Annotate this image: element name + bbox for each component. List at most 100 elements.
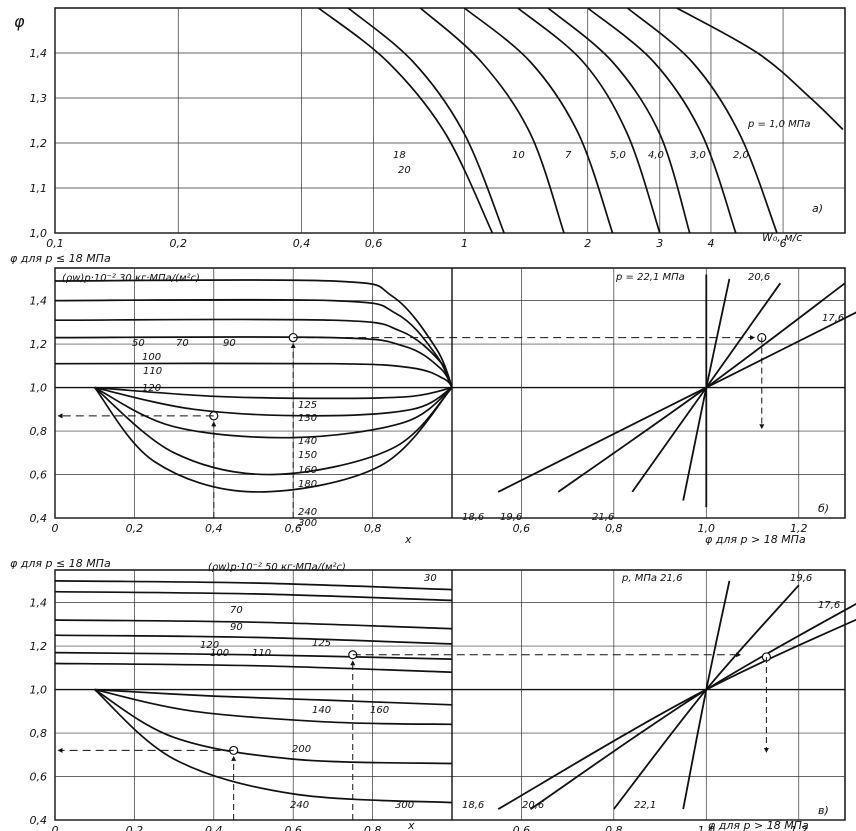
panel-b-pressure-label-22-1: p = 22,1 МПа — [615, 272, 685, 283]
panel-b-pressure-label-20-6: 20,6 — [748, 272, 770, 283]
panel-c-title: (ρw)p·10⁻² 50 кг·МПа/(м²с) — [208, 562, 346, 573]
panel-c-x-tick-label-right: 1,0 — [698, 824, 716, 831]
panel-c-y-tick-label: 1,0 — [30, 684, 48, 697]
panel-c-left-series-110 — [54, 662, 453, 674]
panel-c-flux-label-90: 90 — [230, 622, 243, 633]
panel-c-y-tick-label: 0,4 — [30, 814, 48, 827]
panel-c-x-tick-label-right: 1,2 — [790, 824, 808, 831]
panel-a-x-tick-label: 4 — [707, 237, 714, 250]
panel-c-flux-label-300: 300 — [395, 800, 414, 811]
panel-b-flux-label-150: 150 — [298, 450, 317, 461]
panel-c-y-tick-label: 0,6 — [30, 771, 48, 784]
panel-a-curve-label-20: 20 — [398, 165, 411, 176]
panel-b-left-series-300 — [94, 387, 453, 493]
panel-c-left-series-50 — [54, 580, 453, 591]
panel-a-x-tick-label: 2 — [584, 237, 591, 250]
panel-b-pressure-label-17-6: 17,6 — [822, 313, 844, 324]
panel-c-left-series-30 — [54, 590, 453, 602]
panel-c-left-series-140 — [94, 688, 453, 726]
panel-a-x-tick-label: 3 — [656, 237, 663, 250]
panel-a-y-axis-label: φ — [14, 12, 25, 31]
panel-b-flux-label-70: 70 — [176, 338, 189, 349]
panel-a-series-7 — [463, 7, 614, 234]
panel-b-flux-label-50: 50 — [132, 338, 145, 349]
panel-c-y-tick-label: 0,8 — [30, 727, 48, 740]
panel-c-x-axis-label: x — [407, 819, 415, 831]
panel-b-flux-label-125: 125 — [298, 400, 317, 411]
panel-a-curve-label-3-0: 3,0 — [690, 150, 706, 161]
panel-a: 0,1 0,2 0,4 0,6 1 2 3 4 6 1,0 1,1 1,2 1,3 1,4 φ W₀, м… — [14, 7, 846, 250]
panel-b-panel-label: б) — [818, 502, 829, 515]
panel-a-x-tick-label: 0,4 — [293, 237, 311, 250]
panel-a-series-10 — [419, 7, 565, 234]
panel-b-y-tick-label: 1,0 — [30, 382, 48, 395]
panel-c-flux-label-160: 160 — [370, 705, 389, 716]
panel-b-y-tick-label: 0,8 — [30, 425, 48, 438]
panel-a-pressure-label: p = 1,0 МПа — [747, 119, 810, 130]
panel-b-y-tick-label: 1,4 — [30, 295, 48, 308]
panel-a-y-tick-label: 1,3 — [30, 92, 48, 105]
panel-a-series-18 — [347, 7, 505, 234]
panel-b-flux-label-100: 100 — [142, 352, 161, 363]
panel-b-flux-label-120: 120 — [142, 383, 161, 394]
panel-b-y-tick-label: 0,6 — [30, 469, 48, 482]
panel-b-flux-label-110: 110 — [143, 366, 162, 377]
panel-c-left-series-90 — [54, 634, 453, 645]
panel-b-x-tick-label-left: 0,4 — [205, 522, 223, 535]
panel-a-x-tick-label: 6 — [780, 237, 787, 250]
panel-c-grid: 0,4 0,6 0,8 1,0 1,2 1,4 0 0,2 0,4 0,6 0,8 0,6 0,8 1,0… — [30, 570, 845, 831]
panel-c-x-tick-label-left: 0,2 — [126, 824, 144, 831]
panel-c-pressure-label-17-6: 17,6 — [818, 600, 840, 611]
panel-a-series-20 — [317, 7, 494, 234]
panel-b-left-series-160 — [94, 386, 453, 439]
panel-b-x-tick-label-right: 0,6 — [513, 522, 531, 535]
panel-c-x2-axis-label: φ для p > 18 МПа — [708, 819, 809, 831]
panel-a-x-tick-label: 0,2 — [170, 237, 188, 250]
panel-c-panel-label: в) — [818, 804, 829, 817]
panel-c-left-series-200 — [94, 688, 453, 765]
panel-b-left-series-50 — [54, 298, 453, 388]
panel-c-x-tick-label-left: 0 — [52, 824, 59, 831]
panel-c-pressure-label-22-1: 22,1 — [634, 800, 656, 811]
panel-a-series-4-0 — [547, 7, 691, 234]
panel-c-flux-label-240: 240 — [290, 800, 309, 811]
panel-c-curves: 30 70 90 100 110 125 120 140 160 200 240 300 — [54, 573, 856, 820]
panel-b-flux-label-240: 240 — [298, 507, 317, 518]
panel-a-curve-label-10: 10 — [512, 150, 525, 161]
panel-c-x-tick-label-left: 0,4 — [205, 824, 223, 831]
panel-b-right-series-18-6 — [497, 311, 856, 493]
panel-b-flux-label-160: 160 — [298, 465, 317, 476]
panel-c-flux-label-120: 120 — [200, 640, 219, 651]
panel-c-right-series-18-6 — [497, 618, 856, 810]
panel-c-flux-label-200: 200 — [292, 744, 311, 755]
panel-c-x-tick-label-right: 0,8 — [605, 824, 623, 831]
panel-a-x-tick-label: 0,6 — [365, 237, 383, 250]
panel-c-y-axis-label: φ для p ≤ 18 МПа — [10, 557, 111, 570]
panel-c-pressure-label-21-6: p, МПа 21,6 — [621, 573, 682, 584]
panel-b-x-tick-label-left: 0 — [52, 522, 59, 535]
panel-a-grid: 0,1 0,2 0,4 0,6 1 2 3 4 6 1,0 1,1 1,2 1,3 1,4 — [30, 8, 845, 250]
panel-a-x-tick-label: 1 — [461, 237, 468, 250]
panel-b-x2-axis-label: φ для p > 18 МПа — [705, 533, 806, 546]
panel-c-left-series-120 — [94, 688, 453, 706]
panel-b-title: (ρw)p·10⁻² 30 кг·МПа/(м²с) — [62, 273, 200, 284]
panel-b-left-series-110 — [54, 362, 453, 389]
panel-b-y-axis-label: φ для p ≤ 18 МПа — [10, 252, 111, 265]
panel-b: 0,4 0,6 0,8 1,0 1,2 1,4 0 0,2 0,4 0,6 0,8 0,6 0,8 1,0… — [10, 252, 856, 546]
panel-a-y-tick-label: 1,1 — [30, 182, 48, 195]
panel-c-left-series-300 — [94, 688, 453, 804]
panel-b-x-tick-label-left: 0,2 — [126, 522, 144, 535]
panel-a-series-3-0 — [587, 7, 737, 234]
panel-a-y-tick-label: 1,0 — [30, 227, 48, 240]
panel-c-flux-label-110: 110 — [252, 648, 271, 659]
panel-c-pressure-label-19-6: 19,6 — [790, 573, 812, 584]
panel-c-flux-label-140: 140 — [312, 705, 331, 716]
panel-a-curve-label-18: 18 — [393, 150, 406, 161]
panel-c-flux-label-70: 70 — [230, 605, 243, 616]
panel-b-pressure-label-18-6: 18,6 — [462, 512, 484, 523]
panel-c: 0,4 0,6 0,8 1,0 1,2 1,4 0 0,2 0,4 0,6 0,8 0,6 0,8 1,0… — [10, 557, 856, 831]
panel-b-y-tick-label: 0,4 — [30, 512, 48, 525]
panel-b-flux-label-180: 180 — [298, 479, 317, 490]
panel-a-x-tick-label: 0,1 — [46, 237, 64, 250]
